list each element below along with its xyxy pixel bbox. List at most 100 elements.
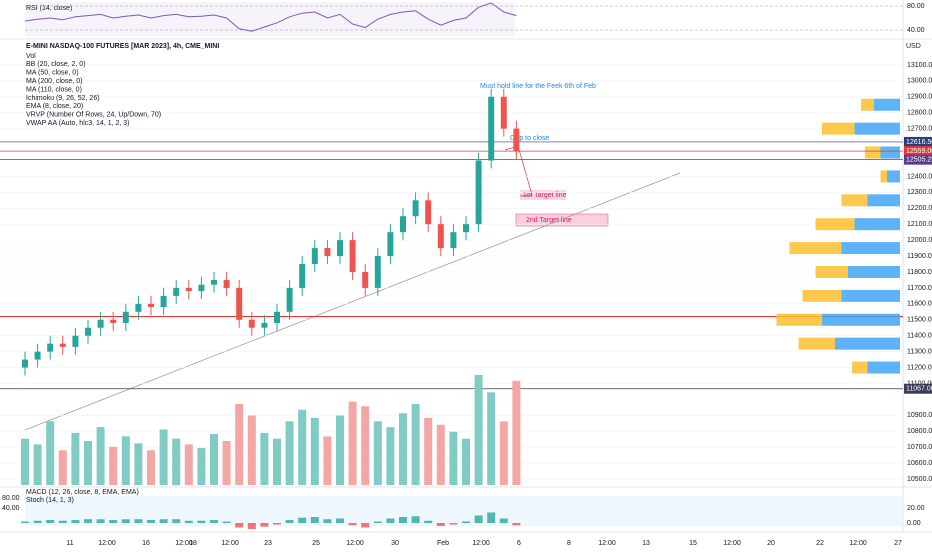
candle-body (475, 160, 482, 225)
y-tick-label: 12800.00 (907, 110, 932, 117)
macd-hist (323, 519, 332, 523)
x-tick-label: 15 (689, 540, 697, 547)
y-tick-label: 10900.00 (907, 412, 932, 419)
indicator-legend: MA (110, close, 0) (26, 86, 82, 93)
y-tick-label: 12700.00 (907, 125, 932, 132)
profile-down (864, 146, 881, 159)
macd-hist (235, 523, 244, 528)
candle-body (500, 96, 507, 129)
volume-bar (71, 432, 80, 485)
profile-up (841, 289, 900, 302)
projection-arrow (504, 145, 533, 197)
trend-line (24, 172, 681, 431)
macd-hist (210, 520, 218, 523)
volume-bar (134, 443, 143, 485)
macd-hist (273, 523, 281, 525)
profile-up (854, 122, 900, 135)
y-tick-label: 10800.00 (907, 428, 932, 435)
volume-bar (323, 436, 332, 485)
x-tick-label: 22 (816, 540, 824, 547)
macd-hist (361, 523, 370, 528)
volume-bar (424, 417, 433, 485)
x-tick-label: 12:00 (849, 540, 867, 547)
volume-bar (147, 450, 155, 485)
y-tick-label: 11800.00 (907, 269, 932, 276)
profile-down (802, 289, 842, 302)
volume-bar (46, 421, 55, 485)
x-tick-label: 12:00 (346, 540, 364, 547)
volume-bar (84, 441, 92, 485)
indicator-legend: MA (50, close, 0) (26, 70, 79, 77)
macd-hist (71, 520, 80, 523)
macd-hist (487, 512, 496, 523)
profile-down (841, 194, 868, 207)
volume-bar (399, 413, 407, 485)
y-tick-label: 11600.00 (907, 301, 932, 308)
candle-body (110, 319, 117, 323)
macd-tick-label: 20.00 (907, 505, 925, 512)
y-tick-label: 11200.00 (907, 364, 932, 371)
macd-hist (197, 520, 206, 523)
candle-body (387, 232, 394, 257)
volume-bar (21, 438, 29, 485)
profile-up (887, 170, 900, 183)
macd-hist (260, 523, 269, 527)
chart-title: E-MINI NASDAQ-100 FUTURES [MAR 2023], 4h… (26, 43, 219, 50)
volume-bar (436, 424, 445, 485)
x-tick-label: 8 (567, 540, 571, 547)
macd-hist (159, 519, 168, 523)
volume-bar (172, 438, 181, 485)
macd-hist (386, 518, 395, 523)
macd-hist (134, 519, 143, 523)
macd-hist (109, 520, 118, 523)
profile-down (880, 170, 887, 183)
x-tick-label: 23 (264, 540, 272, 547)
target-box (520, 190, 566, 200)
y-tick-label: 10700.00 (907, 444, 932, 451)
profile-down (798, 337, 835, 350)
macd-title: MACD (12, 26, close, 8, EMA, EMA) (26, 489, 139, 496)
macd-hist (348, 523, 357, 526)
profile-up (867, 194, 900, 207)
y-tick-label: 12400.00 (907, 173, 932, 180)
candle-body (97, 319, 104, 328)
price-badge (904, 154, 932, 165)
price-badge (904, 136, 932, 147)
volume-bar (462, 438, 470, 485)
macd-hist (247, 523, 256, 529)
volume-bar (310, 417, 319, 485)
price-badge-label: 12616.50 (906, 139, 932, 146)
candle-body (349, 240, 356, 272)
volume-bar (512, 380, 521, 485)
x-tick-label: 25 (312, 540, 320, 547)
profile-down (822, 122, 855, 135)
y-tick-label: 13000.00 (907, 78, 932, 85)
indicator-legend: BB (20, close, 2, 0) (26, 61, 86, 68)
macd-hist (285, 520, 294, 523)
x-tick-label: 12:00 (723, 540, 741, 547)
macd-hist (373, 521, 382, 523)
x-tick-label: 12:00 (175, 540, 193, 547)
candle-body (261, 322, 268, 328)
volume-bar (235, 403, 244, 485)
candle-body (34, 351, 41, 360)
y-tick-label: 12100.00 (907, 221, 932, 228)
volume-bar (336, 415, 344, 485)
x-tick-label: Feb (437, 540, 449, 547)
macd-hist (298, 517, 307, 523)
profile-up (848, 265, 900, 278)
volume-bar (285, 421, 294, 485)
profile-up (835, 337, 900, 350)
y-tick-label: 12300.00 (907, 189, 932, 196)
macd-hist (436, 523, 445, 526)
volume-bar (33, 444, 42, 485)
candle-body (72, 335, 79, 347)
candle-body (324, 248, 331, 257)
candle-body (425, 200, 432, 225)
volume-bar (247, 415, 256, 485)
x-tick-label: 12:00 (221, 540, 239, 547)
indicator-legend: VRVP (Number Of Rows, 24, Up/Down, 70) (26, 112, 161, 119)
macd-hist (462, 521, 470, 523)
x-tick-label: 16 (142, 540, 150, 547)
x-tick-label: 18 (189, 540, 197, 547)
